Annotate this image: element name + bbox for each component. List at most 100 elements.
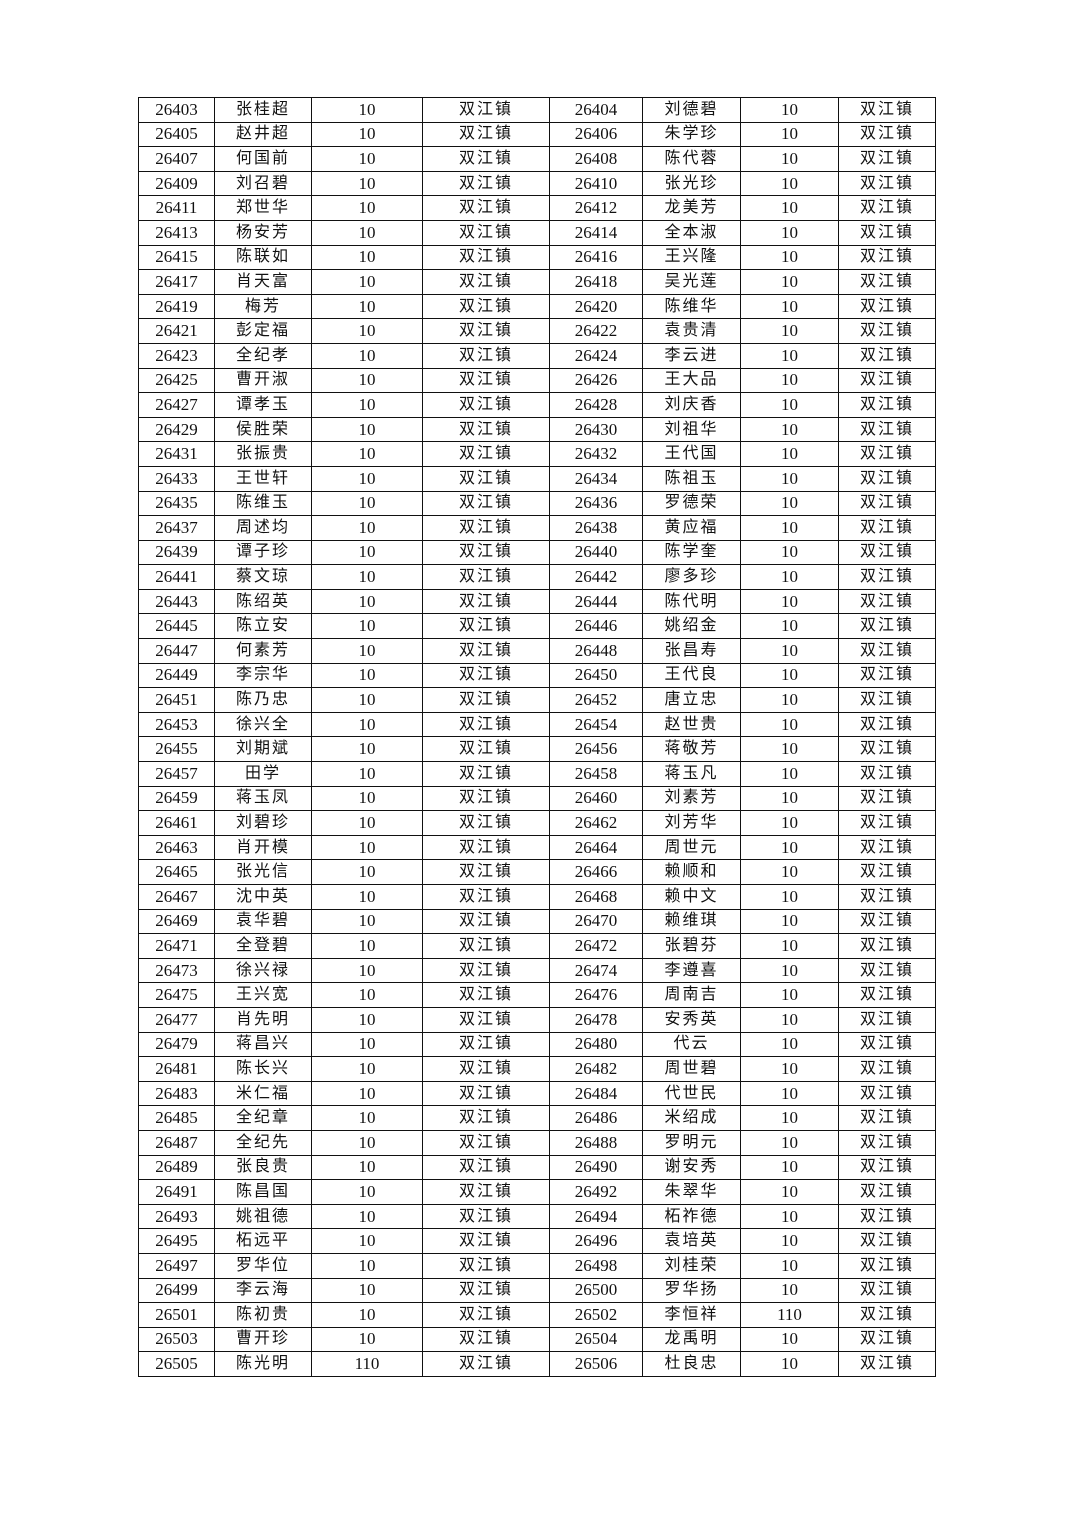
amount-cell: 10 xyxy=(311,1277,423,1304)
amount-cell: 10 xyxy=(740,1105,839,1131)
town-cell: 双江镇 xyxy=(838,416,936,443)
town-cell: 双江镇 xyxy=(838,662,936,689)
amount-cell: 10 xyxy=(740,908,839,935)
id-cell: 26415 xyxy=(138,244,215,271)
town-cell: 双江镇 xyxy=(838,515,936,541)
table-row: 26451 陈乃忠 10 双江镇 26452 唐立忠 10 双江镇 xyxy=(138,687,936,713)
amount-cell: 10 xyxy=(311,687,423,713)
amount-cell: 10 xyxy=(740,810,839,836)
table-row: 26437 周述均 10 双江镇 26438 黄应福 10 双江镇 xyxy=(138,515,936,541)
town-cell: 双江镇 xyxy=(838,244,936,271)
name-cell: 彭定福 xyxy=(214,318,312,344)
id-cell: 26405 xyxy=(138,121,215,148)
name-cell: 李云进 xyxy=(642,342,741,369)
amount-cell: 10 xyxy=(311,318,423,344)
name-cell: 朱翠华 xyxy=(642,1179,741,1205)
town-cell: 双江镇 xyxy=(838,269,936,295)
id-cell: 26497 xyxy=(138,1252,215,1279)
id-cell: 26488 xyxy=(549,1129,643,1156)
amount-cell: 10 xyxy=(311,244,423,271)
amount-cell: 10 xyxy=(311,957,423,984)
town-cell: 双江镇 xyxy=(422,1302,550,1328)
id-cell: 26406 xyxy=(549,121,643,148)
town-cell: 双江镇 xyxy=(422,957,550,984)
id-cell: 26407 xyxy=(138,146,215,172)
id-cell: 26494 xyxy=(549,1203,643,1230)
amount-cell: 110 xyxy=(740,1302,839,1328)
amount-cell: 10 xyxy=(311,490,423,517)
town-cell: 双江镇 xyxy=(838,761,936,787)
id-cell: 26473 xyxy=(138,957,215,984)
town-cell: 双江镇 xyxy=(422,121,550,148)
town-cell: 双江镇 xyxy=(838,785,936,812)
amount-cell: 10 xyxy=(740,121,839,148)
name-cell: 米仁福 xyxy=(214,1080,312,1107)
town-cell: 双江镇 xyxy=(422,933,550,959)
town-cell: 双江镇 xyxy=(838,1006,936,1033)
table-row: 26421 彭定福 10 双江镇 26422 袁贵清 10 双江镇 xyxy=(138,318,936,344)
id-cell: 26486 xyxy=(549,1105,643,1131)
id-cell: 26452 xyxy=(549,687,643,713)
id-cell: 26495 xyxy=(138,1228,215,1254)
name-cell: 曹开珍 xyxy=(214,1326,312,1353)
name-cell: 蒋玉凡 xyxy=(642,761,741,787)
amount-cell: 10 xyxy=(311,170,423,197)
name-cell: 陈学奎 xyxy=(642,539,741,566)
name-cell: 王代国 xyxy=(642,441,741,467)
name-cell: 米绍成 xyxy=(642,1105,741,1131)
name-cell: 陈代蓉 xyxy=(642,146,741,172)
id-cell: 26457 xyxy=(138,761,215,787)
amount-cell: 10 xyxy=(311,97,423,123)
name-cell: 田学 xyxy=(214,761,312,787)
town-cell: 双江镇 xyxy=(422,1031,550,1058)
town-cell: 双江镇 xyxy=(422,1129,550,1156)
table-row: 26459 蒋玉凤 10 双江镇 26460 刘素芳 10 双江镇 xyxy=(138,785,936,812)
town-cell: 双江镇 xyxy=(422,785,550,812)
table-row: 26411 郑世华 10 双江镇 26412 龙美芳 10 双江镇 xyxy=(138,195,936,221)
id-cell: 26425 xyxy=(138,367,215,394)
amount-cell: 10 xyxy=(311,121,423,148)
amount-cell: 10 xyxy=(311,269,423,295)
amount-cell: 10 xyxy=(311,613,423,640)
id-cell: 26451 xyxy=(138,687,215,713)
town-cell: 双江镇 xyxy=(422,1228,550,1254)
name-cell: 蒋敬芳 xyxy=(642,736,741,763)
name-cell: 罗华位 xyxy=(214,1252,312,1279)
id-cell: 26418 xyxy=(549,269,643,295)
id-cell: 26483 xyxy=(138,1080,215,1107)
town-cell: 双江镇 xyxy=(838,687,936,713)
id-cell: 26500 xyxy=(549,1277,643,1304)
amount-cell: 10 xyxy=(311,859,423,885)
name-cell: 陈光明 xyxy=(214,1351,312,1377)
name-cell: 何素芳 xyxy=(214,638,312,664)
town-cell: 双江镇 xyxy=(422,146,550,172)
id-cell: 26433 xyxy=(138,465,215,492)
amount-cell: 10 xyxy=(311,736,423,763)
id-cell: 26436 xyxy=(549,490,643,517)
id-cell: 26493 xyxy=(138,1203,215,1230)
amount-cell: 10 xyxy=(740,785,839,812)
amount-cell: 10 xyxy=(311,1105,423,1131)
town-cell: 双江镇 xyxy=(422,1203,550,1230)
id-cell: 26422 xyxy=(549,318,643,344)
name-cell: 李云海 xyxy=(214,1277,312,1304)
name-cell: 侯胜荣 xyxy=(214,416,312,443)
id-cell: 26456 xyxy=(549,736,643,763)
name-cell: 陈乃忠 xyxy=(214,687,312,713)
town-cell: 双江镇 xyxy=(422,1154,550,1181)
town-cell: 双江镇 xyxy=(838,810,936,836)
amount-cell: 10 xyxy=(311,539,423,566)
town-cell: 双江镇 xyxy=(422,1252,550,1279)
name-cell: 全纪先 xyxy=(214,1129,312,1156)
amount-cell: 10 xyxy=(740,588,839,615)
name-cell: 周述均 xyxy=(214,515,312,541)
amount-cell: 10 xyxy=(740,244,839,271)
id-cell: 26505 xyxy=(138,1351,215,1377)
table-row: 26499 李云海 10 双江镇 26500 罗华扬 10 双江镇 xyxy=(138,1277,936,1304)
id-cell: 26501 xyxy=(138,1302,215,1328)
id-cell: 26409 xyxy=(138,170,215,197)
town-cell: 双江镇 xyxy=(838,293,936,320)
name-cell: 陈初贵 xyxy=(214,1302,312,1328)
id-cell: 26440 xyxy=(549,539,643,566)
town-cell: 双江镇 xyxy=(838,1203,936,1230)
